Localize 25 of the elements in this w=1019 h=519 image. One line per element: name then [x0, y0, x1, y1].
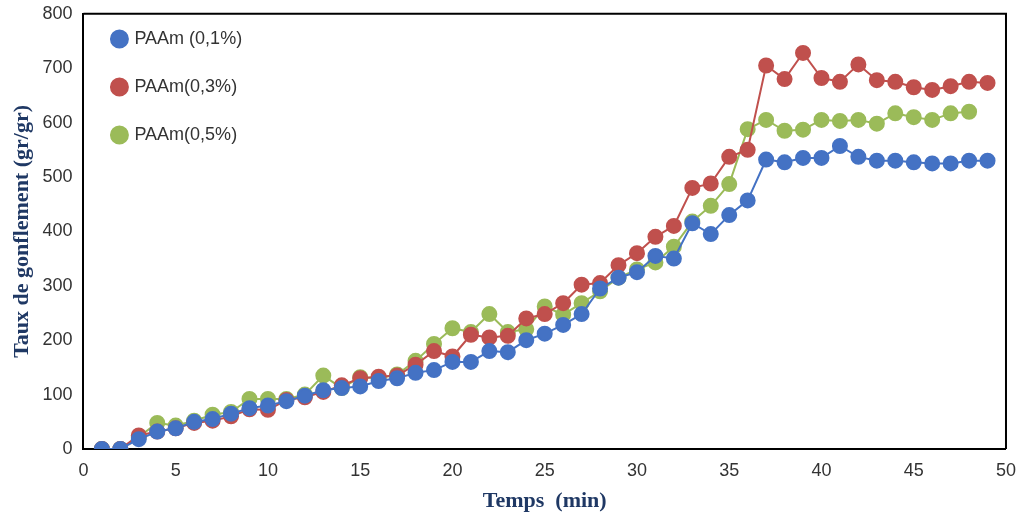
y-tick-label: 200: [42, 329, 73, 350]
legend-label: PAAm (0,1%): [134, 27, 243, 48]
y-tick-label: 700: [42, 57, 73, 78]
x-tick-label: 25: [534, 459, 555, 480]
legend-label: PAAm(0,3%): [134, 75, 238, 96]
x-tick-label: 20: [442, 459, 463, 480]
y-tick-label: 600: [42, 111, 73, 132]
y-tick-label: 400: [42, 220, 73, 241]
x-tick-label: 50: [995, 459, 1016, 480]
x-axis-title: Temps (min): [482, 487, 607, 513]
x-tick-label: 45: [903, 459, 924, 480]
y-tick-label: 800: [42, 2, 73, 23]
x-tick-label: 10: [257, 459, 278, 480]
x-tick-label: 30: [626, 459, 647, 480]
x-tick-label: 5: [170, 459, 181, 480]
y-axis-title: Taux de gonflement (gr/gr): [7, 105, 33, 358]
y-tick-label: 100: [42, 383, 73, 404]
y-tick-label: 0: [62, 437, 73, 458]
x-tick-label: 35: [719, 459, 740, 480]
x-tick-label: 0: [78, 459, 89, 480]
x-tick-label: 15: [350, 459, 371, 480]
x-tick-label: 40: [811, 459, 832, 480]
y-tick-label: 300: [42, 274, 73, 295]
y-tick-label: 500: [42, 165, 73, 186]
legend-label: PAAm(0,5%): [134, 123, 238, 144]
